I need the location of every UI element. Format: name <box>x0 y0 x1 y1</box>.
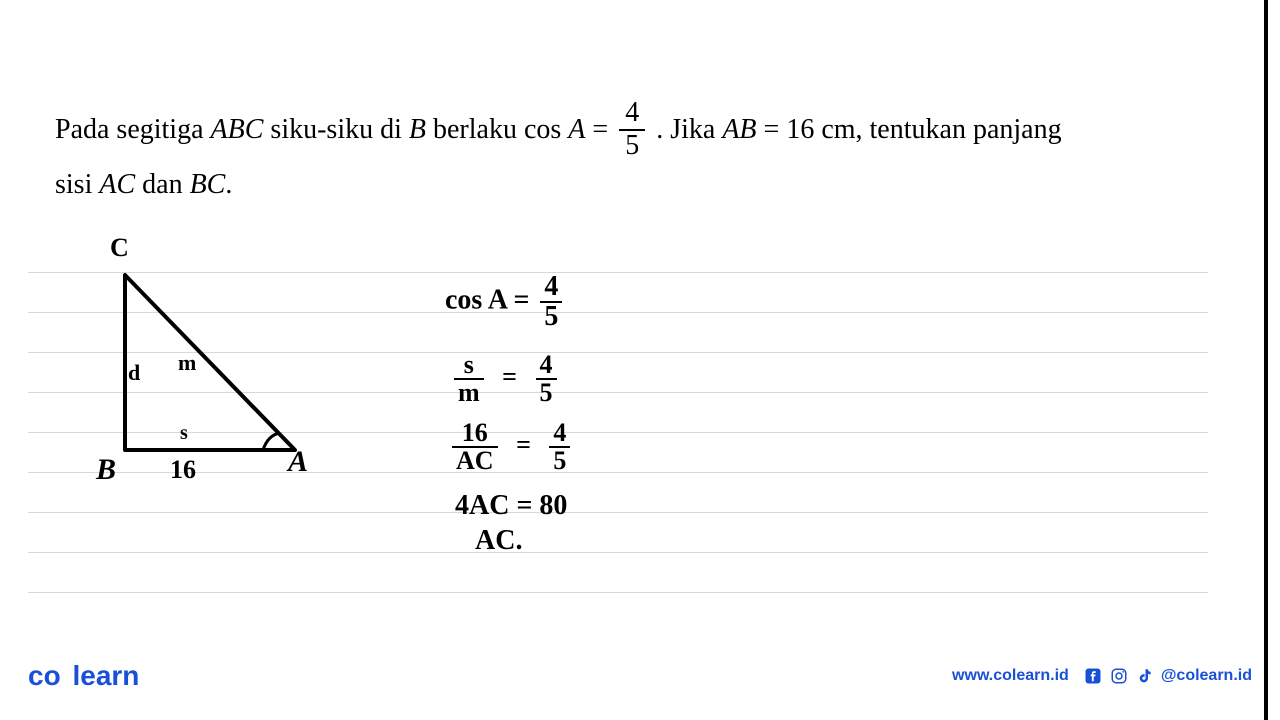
website-url: www.colearn.id <box>952 667 1069 685</box>
fraction-4-5: 45 <box>619 98 645 162</box>
text-part: berlaku cos <box>426 114 568 145</box>
text-part: = 16 cm, tentukan panjang <box>757 114 1062 145</box>
frac-den: m <box>454 380 484 406</box>
work-frac-4-5b: 4 5 <box>536 352 557 406</box>
work-line2: s m = 4 5 <box>450 352 561 406</box>
work-line1: cos A = 4 5 <box>445 273 566 331</box>
work-cos-a: cos A = <box>445 284 529 315</box>
frac-num: 4 <box>536 352 557 380</box>
var-ab: AB <box>722 114 756 145</box>
triangle-label-d: d <box>128 360 140 386</box>
logo-learn: learn <box>72 660 139 691</box>
var-bc: BC <box>190 169 226 200</box>
text-part: . Jika <box>649 114 722 145</box>
rule-line <box>28 512 1208 513</box>
frac-den: 5 <box>540 303 562 331</box>
equals: = <box>502 362 517 391</box>
frac-num: 4 <box>540 273 562 303</box>
triangle-label-b: B <box>96 453 116 487</box>
rule-line <box>28 552 1208 553</box>
work-frac-4-5: 4 5 <box>540 273 562 331</box>
fraction-num: 4 <box>619 98 645 131</box>
text-part: = <box>585 114 615 145</box>
frac-num: 16 <box>452 420 498 448</box>
work-frac-s-m: s m <box>454 352 484 406</box>
brand-logo: co learn <box>28 660 139 692</box>
fraction-den: 5 <box>619 131 645 162</box>
work-frac-4-5c: 4 5 <box>549 420 570 474</box>
tiktok-icon <box>1135 666 1155 686</box>
triangle-label-m: m <box>178 350 196 376</box>
social-icons: @colearn.id <box>1083 666 1252 686</box>
frac-num: 4 <box>549 420 570 448</box>
rule-line <box>28 592 1208 593</box>
triangle-side-16: 16 <box>170 455 196 485</box>
triangle-label-c: C <box>110 233 129 263</box>
var-abc: ABC <box>211 114 264 145</box>
text-part: Pada segitiga <box>55 114 211 145</box>
work-line4: 4AC = 80 <box>455 490 567 522</box>
triangle-label-a: A <box>288 445 308 479</box>
work-line3: 16 AC = 4 5 <box>448 420 574 474</box>
frac-num: s <box>454 352 484 380</box>
logo-separator <box>63 660 71 691</box>
text-part: siku-siku di <box>263 114 408 145</box>
footer-right: www.colearn.id @colearn.id <box>952 666 1252 686</box>
facebook-icon <box>1083 666 1103 686</box>
footer: co learn www.colearn.id @colearn.id <box>28 660 1252 692</box>
text-part: sisi <box>55 169 99 200</box>
page-right-border <box>1264 0 1268 720</box>
triangle-label-s: s <box>180 422 188 445</box>
text-part: . <box>225 169 232 200</box>
frac-den: AC <box>452 448 498 474</box>
var-b: B <box>409 114 426 145</box>
text-part: dan <box>135 169 189 200</box>
frac-den: 5 <box>549 448 570 474</box>
logo-co: co <box>28 660 61 691</box>
frac-den: 5 <box>536 380 557 406</box>
social-handle: @colearn.id <box>1161 667 1252 685</box>
equals: = <box>516 430 531 459</box>
work-frac-16-ac: 16 AC <box>452 420 498 474</box>
problem-statement: Pada segitiga ABC siku-siku di B berlaku… <box>55 100 1220 206</box>
var-a: A <box>568 114 585 145</box>
var-ac: AC <box>99 169 135 200</box>
work-line5: AC. <box>475 525 522 557</box>
instagram-icon <box>1109 666 1129 686</box>
